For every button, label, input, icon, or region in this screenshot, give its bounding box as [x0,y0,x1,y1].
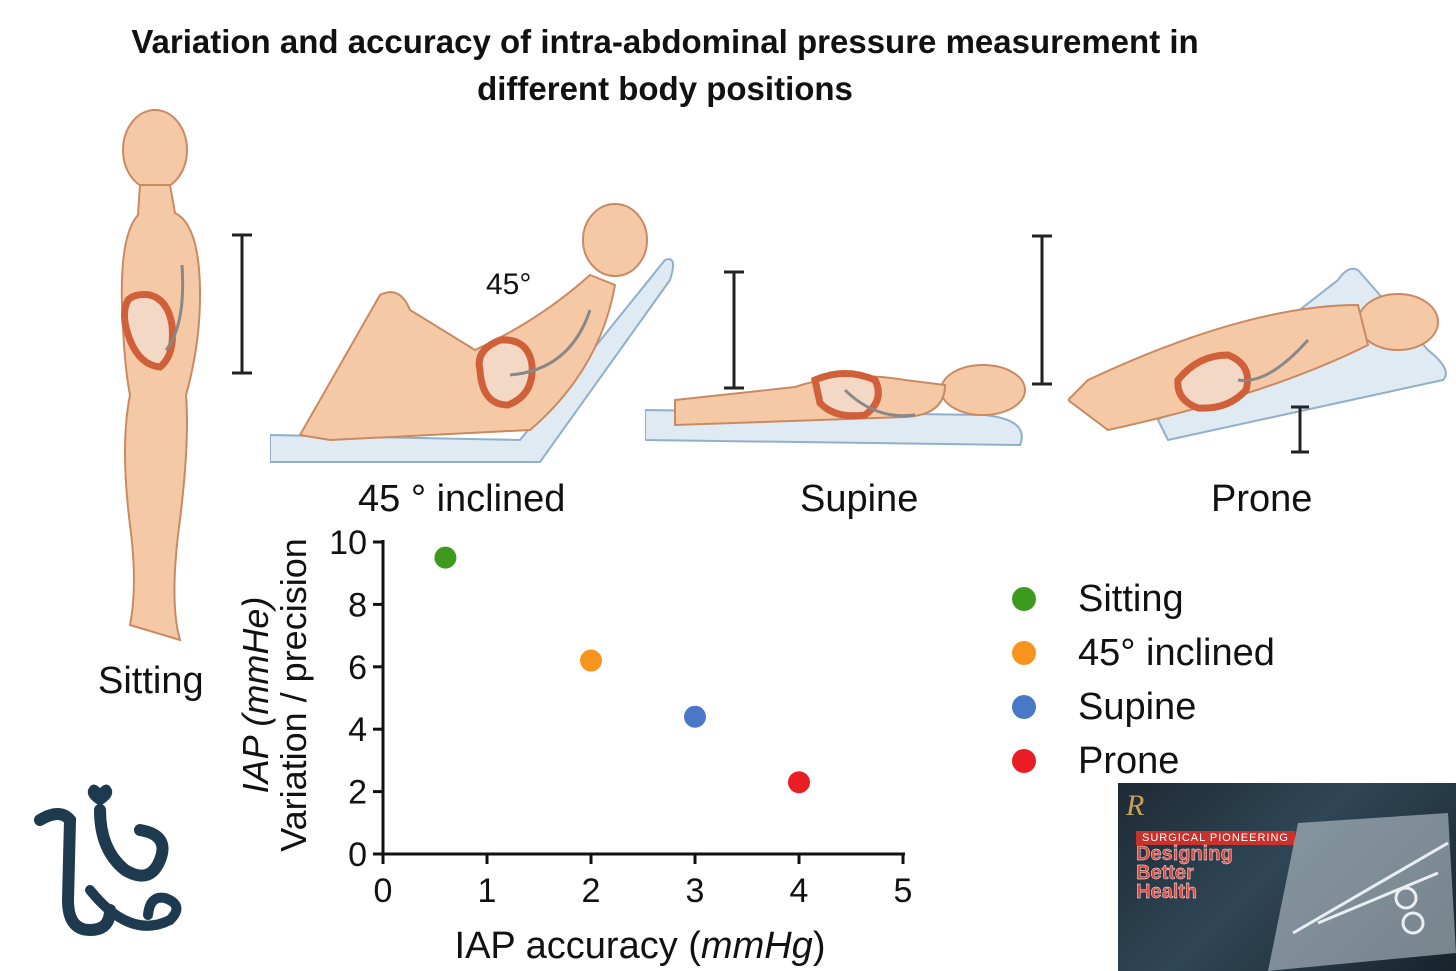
supine-figure [645,364,1026,447]
sitting-figure [120,109,202,642]
legend-label: 45° inclined [1078,631,1275,674]
prone-label: Prone [1211,478,1313,520]
x-tick-label: 1 [478,872,497,910]
data-point-prone [788,771,810,794]
prone-small-bar [1291,405,1309,454]
angle-label: 45° [486,268,532,301]
thumbnail-headline-line-1: Designing [1136,843,1233,865]
legend-label: Sitting [1078,577,1184,620]
scatter-chart: 0 1 2 3 4 5 0 2 4 6 8 10 IAP accuracy (mmHg) Varia… [235,524,913,967]
sitting-range-bar [232,233,252,375]
x-tick-label: 2 [582,872,601,910]
surgical-tools-graphic [1268,813,1456,971]
legend-dot [1012,587,1036,611]
legend-item-inclined: 45° inclined [1012,626,1275,680]
data-point-sitting [434,546,457,569]
inclined-figure [270,203,675,463]
inclined-label: 45 ° inclined [358,478,566,520]
y-axis-unit: IAP (mmHe) [235,597,276,794]
page-title: Variation and accuracy of intra-abdomina… [30,18,1300,112]
data-point-supine [684,705,706,728]
legend-item-prone: Prone [1012,734,1275,788]
brand-logo [34,784,182,937]
supine-label: Supine [800,478,919,520]
y-tick-label: 6 [348,649,367,687]
data-point-45-inclined [580,649,602,672]
prone-range-bar [1032,234,1052,386]
x-tick-label: 0 [374,872,393,910]
y-tick-label: 10 [329,524,367,562]
sitting-label: Sitting [98,660,204,702]
legend-label: Supine [1078,685,1197,728]
thumbnail-headline-line-3: Health [1136,881,1198,903]
thumbnail-headline: Designing Better Health [1136,843,1233,903]
prone-figure [1068,267,1447,442]
y-tick-label: 0 [348,836,367,874]
y-axis-label: Variation / precision [273,538,314,852]
y-tick-label: 4 [348,711,367,749]
y-tick-label: 8 [348,586,367,624]
legend-dot [1012,749,1036,773]
promo-thumbnail[interactable]: R SURGICAL PIONEERING Designing Better H… [1118,783,1456,971]
x-axis-label: IAP accuracy (mmHg) [455,925,826,967]
title-line-2: different body positions [477,70,853,107]
thumbnail-kicker: SURGICAL PIONEERING [1136,831,1295,845]
x-tick-label: 3 [686,872,705,910]
legend-item-supine: Supine [1012,680,1275,734]
x-tick-label: 5 [894,872,913,910]
y-tick-label: 2 [348,774,367,812]
legend-dot [1012,641,1036,665]
thumbnail-headline-line-2: Better [1136,862,1194,884]
legend: Sitting 45° inclined Supine Prone [1012,572,1275,788]
thumbnail-brand: R [1126,789,1145,822]
supine-range-bar [724,270,744,390]
legend-dot [1012,695,1036,719]
legend-item-sitting: Sitting [1012,572,1275,626]
legend-label: Prone [1078,739,1180,782]
title-line-1: Variation and accuracy of intra-abdomina… [131,23,1199,60]
x-tick-label: 4 [790,872,809,910]
